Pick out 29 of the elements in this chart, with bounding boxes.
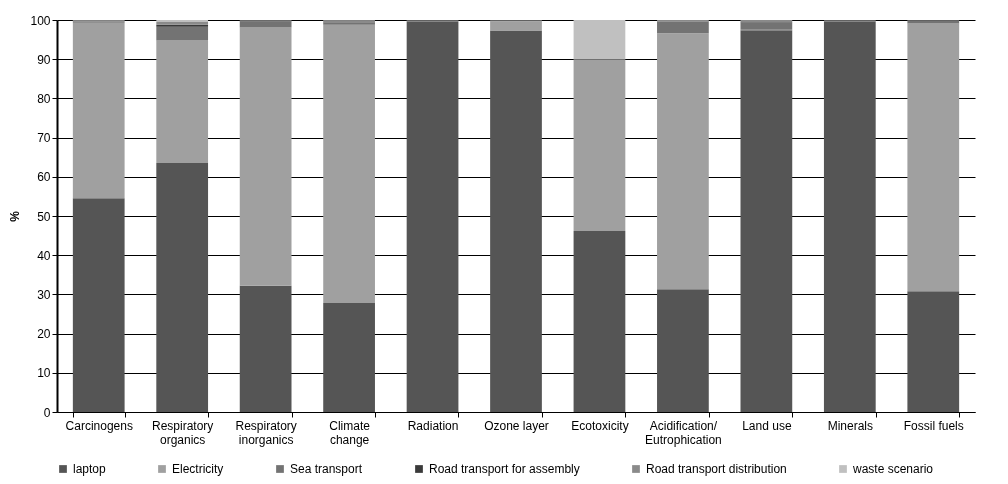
x-tick-label: Minerals [827,418,873,433]
y-tick-label: 50 [37,209,51,224]
y-tick-label: 60 [37,170,51,185]
x-tick-label: Fossil fuels [903,418,964,433]
x-tick-label: Radiation [407,418,459,433]
x-tick-label: Ecotoxicity [571,418,629,433]
legend-label: Sea transport [290,462,363,476]
x-tick-label: Ozone layer [484,418,549,433]
x-tick-label: Respiratory organics [152,418,214,447]
y-tick-label: 70 [37,131,51,146]
legend-label: Road transport distribution [646,462,787,476]
y-tick-label: 0 [43,405,51,420]
y-tick-label: 80 [37,91,51,106]
legend-label: laptop [73,462,107,476]
y-tick-label: 30 [37,287,51,302]
y-tick-label: 20 [37,327,51,342]
y-tick-label: 100 [30,13,51,28]
y-tick-label: 10 [37,366,51,381]
x-tick-label: Climate change [329,418,371,447]
legend-label: Electricity [172,462,224,476]
y-axis-title: % [8,210,23,222]
x-tick-label: Land use [742,418,792,433]
y-tick-label: 40 [37,248,51,263]
y-tick-label: 90 [37,52,51,67]
x-tick-label: Acidification/ Eutrophication [645,418,722,447]
legend-label: waste scenario [852,462,934,476]
legend-label: Road transport for assembly [429,462,580,476]
x-tick-label: Carcinogens [65,418,133,433]
x-tick-label: Respiratory inorganics [235,418,297,447]
